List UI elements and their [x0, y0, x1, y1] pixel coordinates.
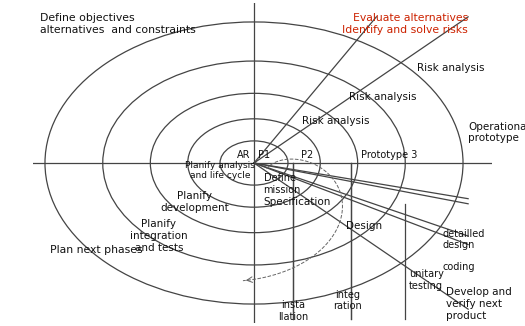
Text: Design: Design: [346, 221, 382, 231]
Text: Planify
integration
and tests: Planify integration and tests: [130, 219, 187, 253]
Text: coding: coding: [443, 262, 475, 272]
Text: unitary
testing: unitary testing: [408, 270, 444, 291]
Text: insta
llation: insta llation: [278, 300, 308, 322]
Text: Risk analysis: Risk analysis: [301, 115, 369, 126]
Text: P1: P1: [258, 150, 270, 159]
Text: Plan next phases: Plan next phases: [50, 245, 143, 255]
Text: Define
mission: Define mission: [264, 173, 301, 195]
Text: Operational
prototype: Operational prototype: [468, 122, 525, 143]
Text: Prototype 3: Prototype 3: [361, 150, 417, 159]
Text: integ
ration: integ ration: [333, 290, 362, 311]
Text: AR: AR: [236, 150, 250, 159]
Text: Evaluate alternatives
Identify and solve risks: Evaluate alternatives Identify and solve…: [342, 13, 468, 35]
Text: Risk analysis: Risk analysis: [349, 92, 417, 102]
Text: Develop and
verify next
product: Develop and verify next product: [446, 288, 512, 321]
Text: Define objectives
alternatives  and constraints: Define objectives alternatives and const…: [40, 13, 196, 35]
Text: P2: P2: [300, 150, 313, 159]
Text: detailled
design: detailled design: [443, 229, 485, 250]
Text: Risk analysis: Risk analysis: [417, 63, 485, 73]
Text: Specification: Specification: [264, 197, 331, 207]
Text: Planify analysis
and life cycle: Planify analysis and life cycle: [185, 161, 255, 180]
Text: Planify
development: Planify development: [160, 191, 229, 213]
